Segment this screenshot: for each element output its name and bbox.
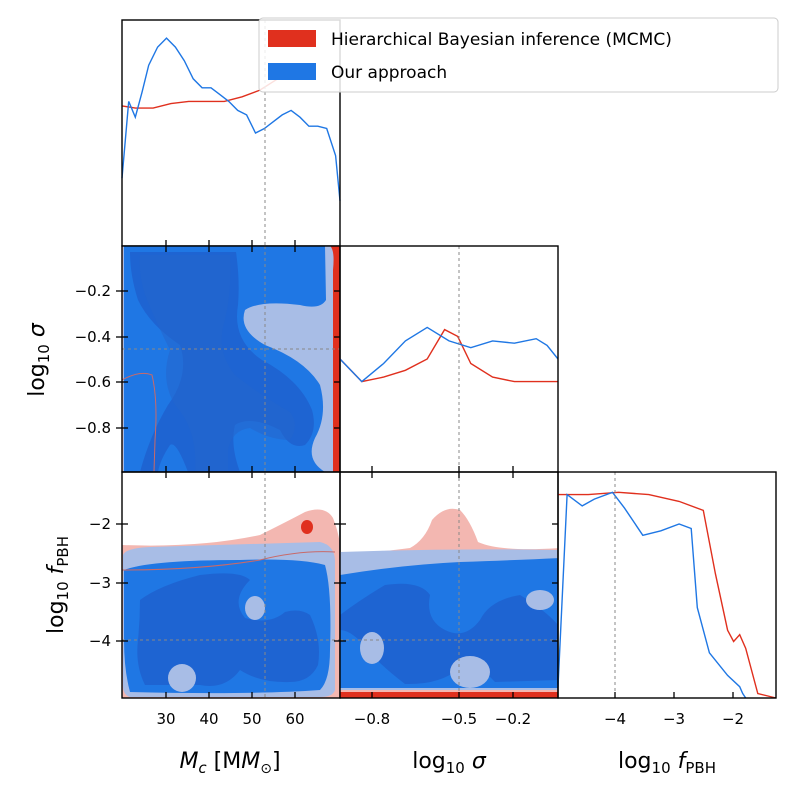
tick-label-mc-x: 30 — [156, 710, 175, 728]
x-axis-label-mc: Mc [MM⊙] — [179, 749, 280, 777]
panel-sigma-vs-mc — [121, 245, 341, 473]
y-axis-label-sigma: log10 σ — [25, 322, 53, 397]
tick-label-fpbh-x: −4 — [604, 710, 626, 728]
ours-contour-inner — [340, 583, 558, 685]
tick-label-sigma-y: −0.8 — [75, 419, 111, 437]
x-axis-label-fpbh: log10 fPBH — [618, 749, 716, 777]
tick-label-mc-x: 40 — [199, 710, 218, 728]
panel-marginal-sigma — [339, 245, 559, 473]
tick-label-sigma-y: −0.2 — [75, 282, 111, 300]
ours-marginal-sigma-line — [339, 326, 559, 383]
ours-contour-dark — [139, 255, 295, 472]
legend-swatch-ours — [268, 63, 316, 80]
tick-marks — [116, 240, 734, 698]
legend: Hierarchical Bayesian inference (MCMC) O… — [258, 17, 779, 93]
panel-fpbh-vs-mc — [121, 471, 341, 699]
panel-marginal-fpbh — [557, 471, 777, 699]
tick-label-fpbh-y: −2 — [89, 515, 111, 533]
y-axis-label-fpbh: log10 fPBH — [44, 536, 72, 634]
tick-labels: 30 40 50 60 −0.2 −0.4 −0.6 −0.8 −2 −3 −4… — [75, 282, 745, 728]
tick-label-sigma-x: −0.2 — [495, 710, 531, 728]
ours-contour-hole — [360, 632, 384, 664]
tick-label-sigma-y: −0.6 — [75, 373, 111, 391]
x-axis-label-sigma: log10 σ — [412, 749, 487, 777]
tick-label-fpbh-x: −3 — [663, 710, 685, 728]
ours-contour-hole — [168, 664, 196, 692]
tick-label-sigma-x: −0.8 — [354, 710, 390, 728]
tick-label-fpbh-y: −4 — [89, 632, 111, 650]
panel-frame — [557, 471, 777, 699]
ours-contour-hole — [526, 590, 554, 610]
tick-label-mc-x: 60 — [285, 710, 304, 728]
ours-marginal-fpbh-line — [557, 491, 747, 699]
mcmc-marginal-sigma-line — [339, 328, 558, 383]
ours-marginal-mc-line — [121, 37, 341, 201]
tick-label-sigma-x: −0.5 — [441, 710, 477, 728]
legend-box — [258, 17, 779, 93]
panel-fpbh-vs-sigma — [339, 471, 559, 699]
legend-swatch-mcmc — [268, 30, 316, 47]
ours-contour-hole — [245, 596, 265, 620]
panel-frame — [339, 245, 559, 473]
mcmc-contour-line — [122, 551, 336, 571]
mcmc-contour-edge — [340, 692, 558, 698]
mcmc-contour-peak — [301, 520, 313, 534]
mcmc-contour-line — [122, 372, 157, 472]
tick-label-fpbh-x: −2 — [722, 710, 744, 728]
tick-label-fpbh-y: −3 — [89, 574, 111, 592]
tick-label-sigma-y: −0.4 — [75, 328, 111, 346]
tick-label-mc-x: 50 — [242, 710, 261, 728]
axis-labels: Mc [MM⊙] log10 σ log10 fPBH log10 σ log1… — [25, 322, 716, 777]
ours-contour-hole — [450, 656, 490, 688]
ours-contour-inner — [137, 573, 319, 686]
legend-label-ours: Our approach — [331, 63, 447, 83]
mcmc-marginal-fpbh-line — [558, 491, 777, 699]
mcmc-contour-edge — [331, 246, 340, 472]
legend-label-mcmc: Hierarchical Bayesian inference (MCMC) — [331, 30, 672, 50]
